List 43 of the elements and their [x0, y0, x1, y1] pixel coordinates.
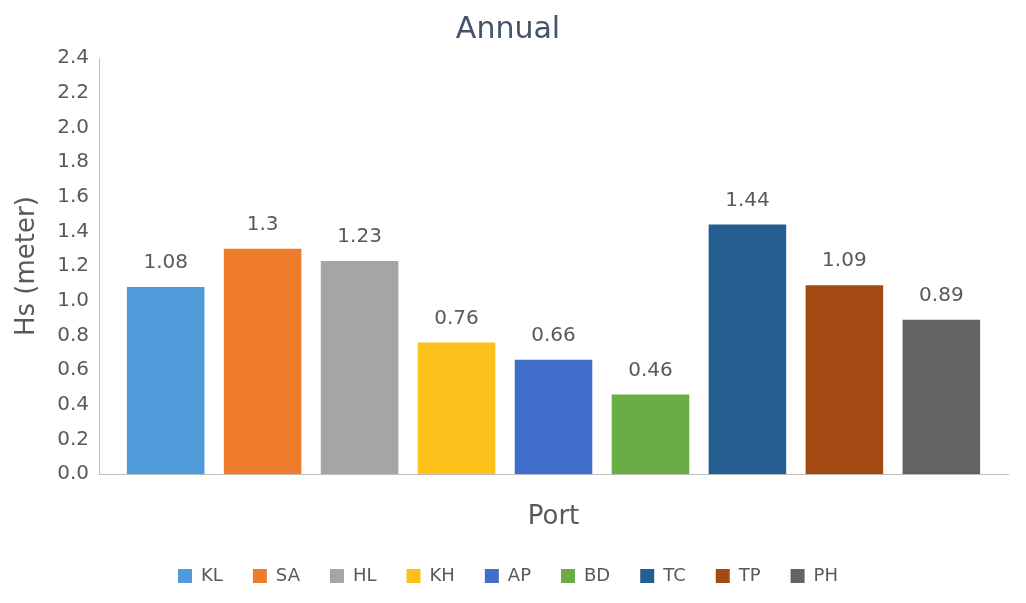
- data-label: 1.44: [725, 186, 770, 211]
- x-axis-title: Port: [527, 500, 580, 531]
- data-label: 0.89: [919, 282, 964, 307]
- y-tick-label: 1.4: [57, 217, 90, 242]
- y-tick-label: 1.6: [57, 182, 90, 207]
- y-tick-label: 0.4: [57, 391, 90, 416]
- y-tick-label: 0.6: [57, 356, 90, 381]
- bar: [223, 248, 302, 475]
- legend-label: SA: [275, 563, 301, 585]
- bar: [417, 342, 496, 475]
- bar: [805, 285, 884, 475]
- data-label: 1.08: [143, 249, 188, 274]
- bar: [708, 224, 787, 475]
- y-tick-label: 1.0: [57, 286, 90, 311]
- y-tick-label: 0.0: [57, 460, 90, 485]
- legend-label: HL: [352, 563, 377, 585]
- bar: [320, 260, 399, 475]
- legend-label: KL: [201, 563, 223, 585]
- data-label: 0.66: [531, 321, 576, 346]
- y-tick-label: 0.8: [57, 321, 90, 346]
- data-label: 1.3: [246, 210, 279, 235]
- y-tick-label: 1.2: [57, 252, 90, 277]
- y-tick-label: 2.0: [57, 113, 90, 138]
- bar: [126, 286, 205, 475]
- bar: [611, 394, 690, 475]
- data-label: 0.46: [628, 356, 673, 381]
- legend-label: BD: [584, 563, 611, 585]
- chart-title: Annual: [455, 9, 561, 45]
- bar: [902, 319, 981, 475]
- legend-label: KH: [429, 563, 455, 585]
- y-tick-label: 2.4: [57, 44, 90, 69]
- y-tick-label: 1.8: [57, 148, 90, 173]
- bar: [514, 359, 593, 475]
- legend-label: PH: [813, 563, 838, 585]
- data-label: 0.76: [434, 304, 479, 329]
- legend-label: AP: [507, 563, 532, 585]
- data-label: 1.23: [337, 223, 382, 248]
- data-label: 1.09: [822, 247, 867, 272]
- legend-label: TP: [737, 563, 761, 585]
- y-axis-title: Hs (meter): [10, 196, 41, 337]
- y-tick-label: 2.2: [57, 78, 90, 103]
- y-tick-label: 0.2: [57, 425, 90, 450]
- legend-label: TC: [662, 563, 686, 585]
